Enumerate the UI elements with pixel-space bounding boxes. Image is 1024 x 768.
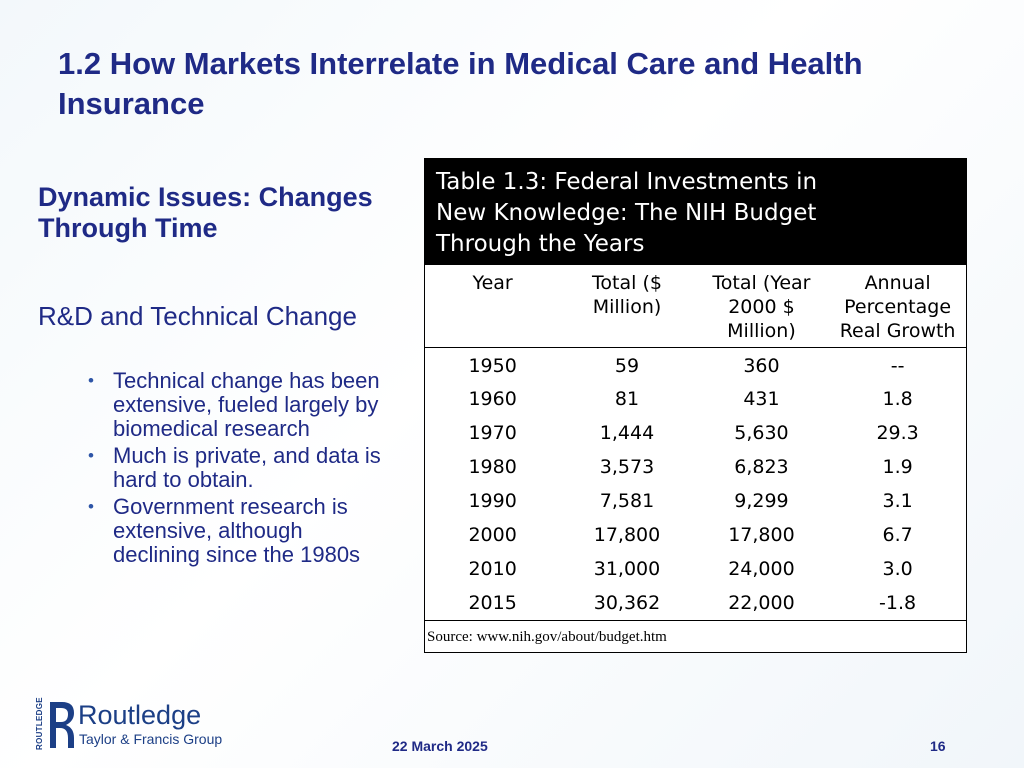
- cell-year: 1980: [468, 455, 517, 478]
- cell-total-2000: 360: [743, 354, 780, 377]
- cell-growth: 6.7: [882, 523, 913, 546]
- header-total: Total ($ Million): [560, 265, 694, 348]
- cell-growth: 1.9: [882, 455, 913, 478]
- header-year: Year: [425, 265, 561, 348]
- cell-year: 2000: [468, 523, 517, 546]
- routledge-logo-icon: [50, 702, 74, 748]
- cell-total-2000: 17,800: [728, 523, 795, 546]
- table-row: 1980 3,573 6,823 1.9: [425, 450, 966, 484]
- table-row: 1950 59 360 --: [425, 348, 966, 382]
- cell-total: 17,800: [593, 523, 661, 546]
- cell-total: 7,581: [599, 489, 655, 512]
- cell-growth: 1.8: [882, 387, 913, 410]
- cell-year: 1960: [468, 387, 517, 410]
- logo-name: Routledge: [78, 700, 202, 730]
- nih-budget-table: Table 1.3: Federal Investments in New Kn…: [424, 158, 967, 653]
- cell-total: 31,000: [593, 557, 661, 580]
- table-header-row: Year Total ($ Million) Total (Year 2000 …: [425, 265, 966, 348]
- page-number: 16: [930, 738, 946, 754]
- cell-total-2000: 5,630: [734, 421, 789, 444]
- cell-total-2000: 24,000: [728, 557, 795, 580]
- table-caption: Table 1.3: Federal Investments in New Kn…: [425, 159, 966, 265]
- budget-table: Year Total ($ Million) Total (Year 2000 …: [425, 265, 966, 620]
- cell-total-2000: 431: [743, 387, 780, 410]
- logo-tagline: Taylor & Francis Group: [79, 731, 223, 747]
- cell-total: 59: [614, 354, 640, 377]
- bullet-list: Technical change has been extensive, fue…: [88, 369, 393, 570]
- table-source: Source: www.nih.gov/about/budget.htm: [425, 619, 966, 652]
- cell-total: 3,573: [599, 455, 655, 478]
- table-row: 2000 17,800 17,800 6.7: [425, 518, 966, 552]
- cell-year: 2015: [468, 591, 517, 614]
- routledge-logo: ROUTLEDGE Routledge Taylor & Francis Gro…: [34, 697, 224, 754]
- cell-year: 1950: [468, 354, 517, 377]
- cell-total: 1,444: [599, 421, 655, 444]
- section-subheading: R&D and Technical Change: [38, 301, 357, 331]
- cell-growth: 3.1: [882, 489, 913, 512]
- cell-total-2000: 22,000: [728, 591, 795, 614]
- cell-year: 1970: [468, 421, 517, 444]
- cell-total-2000: 6,823: [734, 455, 789, 478]
- table-row: 2015 30,362 22,000 -1.8: [425, 586, 966, 620]
- bullet-item: Government research is extensive, althou…: [88, 495, 393, 567]
- bullet-item: Much is private, and data is hard to obt…: [88, 444, 393, 492]
- cell-total: 30,362: [593, 591, 661, 614]
- table-row: 1990 7,581 9,299 3.1: [425, 484, 966, 518]
- header-growth: Annual Percentage Real Growth: [829, 265, 966, 348]
- cell-year: 2010: [468, 557, 517, 580]
- cell-growth: 29.3: [876, 421, 919, 444]
- cell-growth: -1.8: [879, 591, 917, 614]
- cell-total-2000: 9,299: [734, 489, 789, 512]
- bullet-item: Technical change has been extensive, fue…: [88, 369, 393, 441]
- header-total-2000: Total (Year 2000 $ Million): [693, 265, 830, 348]
- slide-title: 1.2 How Markets Interrelate in Medical C…: [58, 46, 863, 121]
- cell-total: 81: [614, 387, 640, 410]
- footer-date: 22 March 2025: [392, 738, 488, 754]
- section-heading: Dynamic Issues: Changes Through Time: [38, 182, 373, 243]
- cell-growth: --: [890, 354, 905, 377]
- table-row: 1960 81 431 1.8: [425, 382, 966, 416]
- cell-growth: 3.0: [882, 557, 913, 580]
- table-row: 1970 1,444 5,630 29.3: [425, 416, 966, 450]
- table-row: 2010 31,000 24,000 3.0: [425, 552, 966, 586]
- cell-year: 1990: [468, 489, 517, 512]
